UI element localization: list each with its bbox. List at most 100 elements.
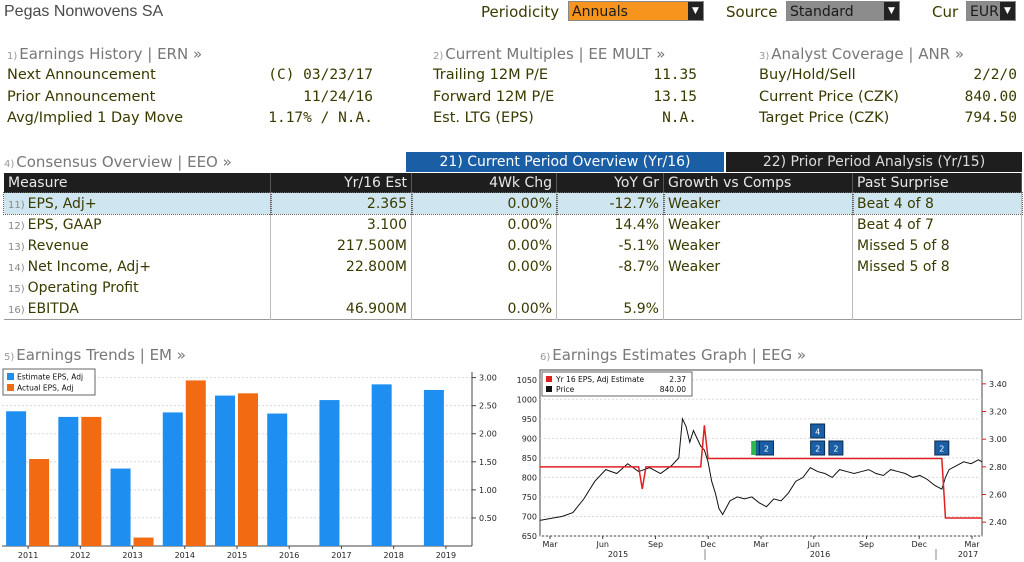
row-number: 14) bbox=[8, 262, 25, 274]
col-growth-vs-comps[interactable]: Growth vs Comps bbox=[663, 173, 853, 193]
buy-hold-sell-row: Buy/Hold/Sell 2/2/0 bbox=[759, 67, 1017, 83]
earnings-estimates-chart: 650 700 750 800 850 900 950 1000 1050 2.40 2.60 2.8… bbox=[517, 369, 1007, 560]
chg-cell: 0.00% bbox=[411, 214, 557, 235]
earnings-trends-chart: 0.50 1.00 1.50 2.00 2.50 3.00 2011 2012 2013 2014… bbox=[2, 368, 497, 560]
currency-dropdown[interactable]: EUR ▼ bbox=[966, 1, 1016, 21]
marker-box bbox=[810, 423, 826, 439]
surprise-cell: Beat 4 of 7 bbox=[852, 214, 1022, 235]
col-yr16-est[interactable]: Yr/16 Est bbox=[270, 173, 412, 193]
periodicity-dropdown[interactable]: Annuals ▼ bbox=[568, 1, 704, 21]
legend-box bbox=[541, 371, 693, 397]
y-tick-label: 1.00 bbox=[479, 486, 497, 495]
measure-label: EBITDA bbox=[27, 300, 79, 317]
earnings-estimates-header[interactable]: 6) Earnings Estimates Graph | EEG » bbox=[540, 346, 807, 364]
estimate-bar bbox=[423, 389, 444, 546]
next-announcement-row: Next Announcement (C) 03/23/17 bbox=[7, 67, 373, 83]
legend-swatch bbox=[546, 376, 552, 382]
x-month-label: Mar bbox=[964, 540, 980, 549]
comps-cell: Weaker bbox=[663, 256, 853, 277]
left-y-tick-label: 700 bbox=[522, 512, 537, 521]
chg-cell: 0.00% bbox=[411, 256, 557, 277]
consensus-overview-header[interactable]: 4) Consensus Overview | EEO » bbox=[4, 153, 232, 171]
table-row[interactable]: 12) EPS, GAAP 3.100 0.00% 14.4% Weaker Beat 4 … bbox=[4, 214, 1022, 235]
left-y-tick-label: 650 bbox=[522, 532, 537, 541]
revision-marker: 2 bbox=[758, 440, 774, 456]
earnings-history-header[interactable]: 1) Earnings History | ERN » bbox=[7, 45, 203, 63]
marker-label: 2 bbox=[764, 445, 769, 454]
marker-box bbox=[810, 440, 826, 456]
x-month-label: Mar bbox=[753, 540, 769, 549]
left-y-tick-label: 1000 bbox=[517, 395, 537, 404]
actual-bar bbox=[238, 393, 258, 546]
x-tick-label: 2016 bbox=[279, 551, 299, 560]
table-row[interactable]: 14) Net Income, Adj+ 22.800M 0.00% -8.7% Weak… bbox=[4, 256, 1022, 277]
target-price-row: Target Price (CZK) 794.50 bbox=[759, 110, 1017, 126]
x-tick-label: 2011 bbox=[18, 551, 38, 560]
periodicity-label: Periodicity bbox=[481, 3, 560, 21]
estimate-bar bbox=[162, 412, 183, 546]
est-cell: 217.500M bbox=[270, 235, 412, 256]
legend-value: 2.37 bbox=[669, 375, 686, 384]
y-tick-label: 3.00 bbox=[479, 374, 497, 383]
source-dropdown[interactable]: Standard ▼ bbox=[786, 1, 900, 21]
x-tick-label: 2018 bbox=[383, 551, 403, 560]
table-row[interactable]: 16) EBITDA 46.900M 0.00% 5.9% bbox=[4, 298, 1022, 320]
tab-prior-period[interactable]: 22) Prior Period Analysis (Yr/15) bbox=[726, 152, 1022, 172]
chg-cell bbox=[411, 277, 557, 298]
x-tick-label: 2013 bbox=[122, 551, 142, 560]
earnings-trends-header[interactable]: 5) Earnings Trends | EM » bbox=[4, 346, 186, 364]
chg-cell: 0.00% bbox=[411, 235, 557, 256]
right-y-tick-label: 2.40 bbox=[989, 518, 1007, 527]
chg-cell: 0.00% bbox=[411, 298, 557, 320]
comps-cell: Weaker bbox=[663, 235, 853, 256]
left-y-tick-label: 900 bbox=[522, 434, 537, 443]
actual-bar bbox=[133, 537, 154, 546]
yoy-cell bbox=[556, 277, 664, 298]
chg-cell: 0.00% bbox=[410, 192, 558, 215]
estimate-line bbox=[540, 425, 982, 519]
tab-current-period[interactable]: 21) Current Period Overview (Yr/16) bbox=[406, 152, 724, 172]
surprise-cell: Missed 5 of 8 bbox=[852, 256, 1022, 277]
chevron-down-icon: ▼ bbox=[688, 2, 703, 20]
x-month-label: Sep bbox=[648, 540, 663, 549]
estimate-bar bbox=[215, 395, 235, 546]
surprise-cell bbox=[852, 298, 1022, 320]
measure-cell: 14) Net Income, Adj+ bbox=[4, 256, 271, 277]
revision-marker: 2 bbox=[810, 440, 826, 456]
currency-value: EUR bbox=[970, 4, 999, 20]
analyst-coverage-header[interactable]: 3) Analyst Coverage | ANR » bbox=[759, 45, 965, 63]
source-value: Standard bbox=[790, 4, 854, 20]
col-past-surprise[interactable]: Past Surprise bbox=[852, 173, 1022, 193]
marker-label: 4 bbox=[815, 428, 820, 437]
measure-cell: 15) Operating Profit bbox=[4, 277, 271, 298]
estimate-bar bbox=[6, 411, 27, 546]
estimate-bar bbox=[371, 384, 392, 546]
table-row[interactable]: 15) Operating Profit bbox=[4, 277, 1022, 298]
estimate-bar bbox=[110, 468, 131, 546]
revision-marker: 2 bbox=[934, 440, 950, 456]
measure-label: Net Income, Adj+ bbox=[27, 258, 151, 275]
x-tick-label: 2017 bbox=[331, 551, 351, 560]
legend-swatch bbox=[546, 386, 552, 392]
left-y-tick-label: 1050 bbox=[517, 376, 537, 385]
comps-cell: Weaker bbox=[663, 214, 853, 235]
x-tick-label: 2015 bbox=[227, 551, 247, 560]
actual-bar bbox=[29, 459, 50, 546]
marker-label: 2 bbox=[939, 445, 944, 454]
est-cell: 22.800M bbox=[270, 256, 412, 277]
marker-box bbox=[828, 440, 844, 456]
table-row[interactable]: 11) EPS, Adj+ 2.365 0.00% -12.7% Weaker Beat 4… bbox=[3, 192, 1023, 215]
trailing-pe-row: Trailing 12M P/E 11.35 bbox=[433, 67, 697, 83]
measure-cell: 13) Revenue bbox=[4, 235, 271, 256]
table-row[interactable]: 13) Revenue 217.500M 0.00% -5.1% Weaker Missed… bbox=[4, 235, 1022, 256]
col-measure[interactable]: Measure bbox=[4, 173, 271, 193]
est-ltg-row: Est. LTG (EPS) N.A. bbox=[433, 110, 697, 126]
marker-label: 2 bbox=[815, 445, 820, 454]
x-tick-label: 2012 bbox=[70, 551, 90, 560]
col-4wk-chg[interactable]: 4Wk Chg bbox=[411, 173, 557, 193]
measure-label: EPS, Adj+ bbox=[27, 195, 97, 212]
legend-label: Actual EPS, Adj bbox=[17, 384, 74, 393]
col-yoy-gr[interactable]: YoY Gr bbox=[556, 173, 664, 193]
current-multiples-header[interactable]: 2) Current Multiples | EE MULT » bbox=[433, 45, 666, 63]
consensus-tabs: 21) Current Period Overview (Yr/16) 22) … bbox=[406, 152, 1022, 172]
